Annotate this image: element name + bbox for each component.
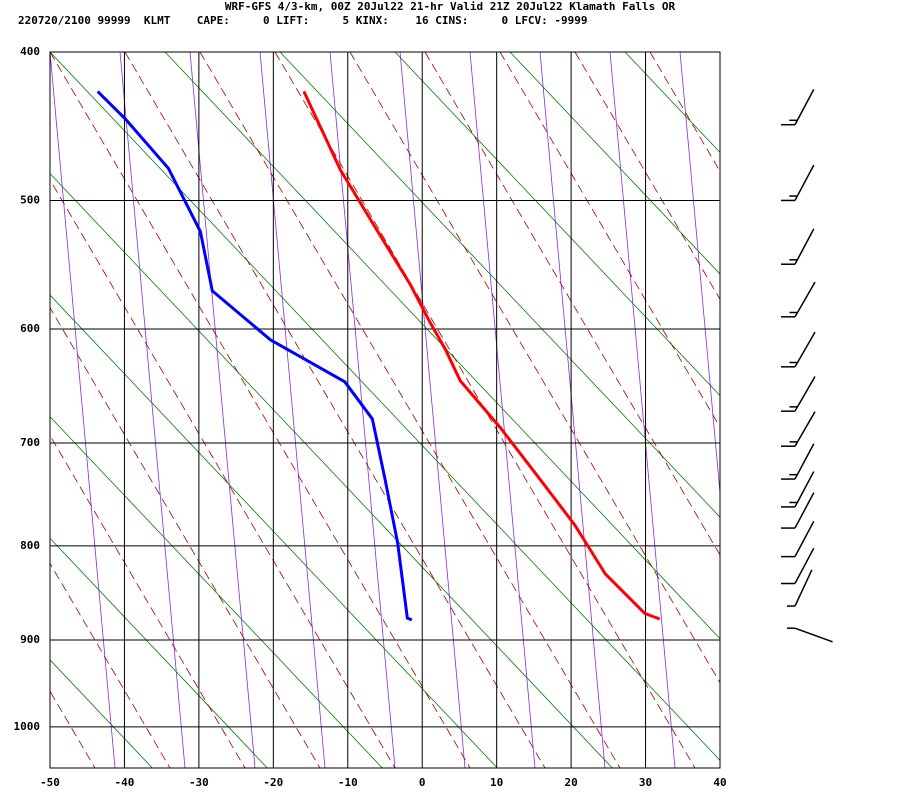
isotherm xyxy=(50,52,116,768)
x-tick-label: -10 xyxy=(338,776,358,789)
wind-barb xyxy=(781,492,815,529)
x-tick-label: 20 xyxy=(564,776,577,789)
y-tick-label: 900 xyxy=(20,633,40,646)
dry-adiabat xyxy=(50,537,268,768)
moist-adiabat xyxy=(50,179,396,768)
wind-barb xyxy=(781,376,816,412)
isotherm xyxy=(399,52,466,768)
barb-staff xyxy=(794,331,816,368)
y-tick-label: 500 xyxy=(20,193,40,206)
dry-adiabat xyxy=(509,52,720,275)
x-tick-label: 10 xyxy=(490,776,503,789)
background-lines xyxy=(50,52,720,768)
isotherm xyxy=(469,52,536,768)
isotherm xyxy=(259,52,326,768)
wind-barb xyxy=(781,471,815,508)
x-tick-label: -40 xyxy=(115,776,135,789)
chart-title: WRF-GFS 4/3-km, 00Z 20Jul22 21-hr Valid … xyxy=(225,0,676,13)
dry-adiabat xyxy=(279,52,720,518)
dry-adiabat xyxy=(164,52,720,640)
isotherm xyxy=(539,52,606,768)
chart-subtitle: 220720/2100 99999 KLMT CAPE: 0 LIFT: 5 K… xyxy=(18,14,588,27)
wind-barb xyxy=(781,89,815,126)
dry-adiabat xyxy=(394,52,720,397)
x-tick-label: 40 xyxy=(713,776,726,789)
barb-staff xyxy=(794,492,815,529)
moist-adiabat xyxy=(50,434,246,768)
y-tick-label: 400 xyxy=(20,45,40,58)
x-tick-label: -20 xyxy=(263,776,283,789)
wind-barb xyxy=(787,569,813,607)
isotherm xyxy=(609,52,676,768)
barb-staff xyxy=(794,228,815,265)
wind-barb xyxy=(781,443,815,480)
x-tick-label: -30 xyxy=(189,776,209,789)
moist-adiabat xyxy=(124,52,546,768)
barb-staff xyxy=(794,443,815,480)
moist-adiabat xyxy=(274,52,696,768)
wind-barb xyxy=(781,411,816,447)
dry-adiabat xyxy=(50,659,153,768)
barb-staff xyxy=(794,627,833,643)
wind-barb xyxy=(787,627,833,643)
moist-adiabat xyxy=(50,52,471,768)
barb-staff xyxy=(794,376,816,412)
wind-barb xyxy=(781,547,815,585)
barb-staff xyxy=(794,569,813,607)
isotherm xyxy=(679,52,720,498)
y-tick-label: 700 xyxy=(20,436,40,449)
barb-staff xyxy=(794,411,816,447)
y-tick-label: 600 xyxy=(20,322,40,335)
wind-barb xyxy=(781,164,815,202)
dry-adiabat xyxy=(50,52,720,761)
dry-adiabat xyxy=(50,416,383,768)
moist-adiabat xyxy=(349,52,720,684)
wind-barb xyxy=(781,228,815,265)
x-tick-label: 30 xyxy=(639,776,652,789)
isotherm xyxy=(189,52,256,768)
profile-line xyxy=(302,90,661,621)
y-tick-label: 800 xyxy=(20,539,40,552)
barb-staff xyxy=(794,520,815,557)
profile-line xyxy=(96,90,413,622)
moist-adiabat xyxy=(50,562,171,768)
dry-adiabat xyxy=(50,294,498,768)
wind-barb xyxy=(781,331,816,368)
x-tick-label: 0 xyxy=(419,776,426,789)
wind-barb xyxy=(781,520,815,558)
barb-staff xyxy=(794,89,815,126)
y-tick-label: 1000 xyxy=(14,720,41,733)
barb-staff xyxy=(794,471,815,508)
barb-staff xyxy=(794,547,815,584)
wind-barb xyxy=(781,281,816,318)
moist-adiabat xyxy=(50,306,321,768)
dry-adiabat xyxy=(50,172,613,768)
isotherm xyxy=(119,52,186,768)
barb-staff xyxy=(794,281,816,318)
x-tick-label: -50 xyxy=(40,776,60,789)
barb-staff xyxy=(794,164,815,201)
moist-adiabat xyxy=(199,52,621,768)
